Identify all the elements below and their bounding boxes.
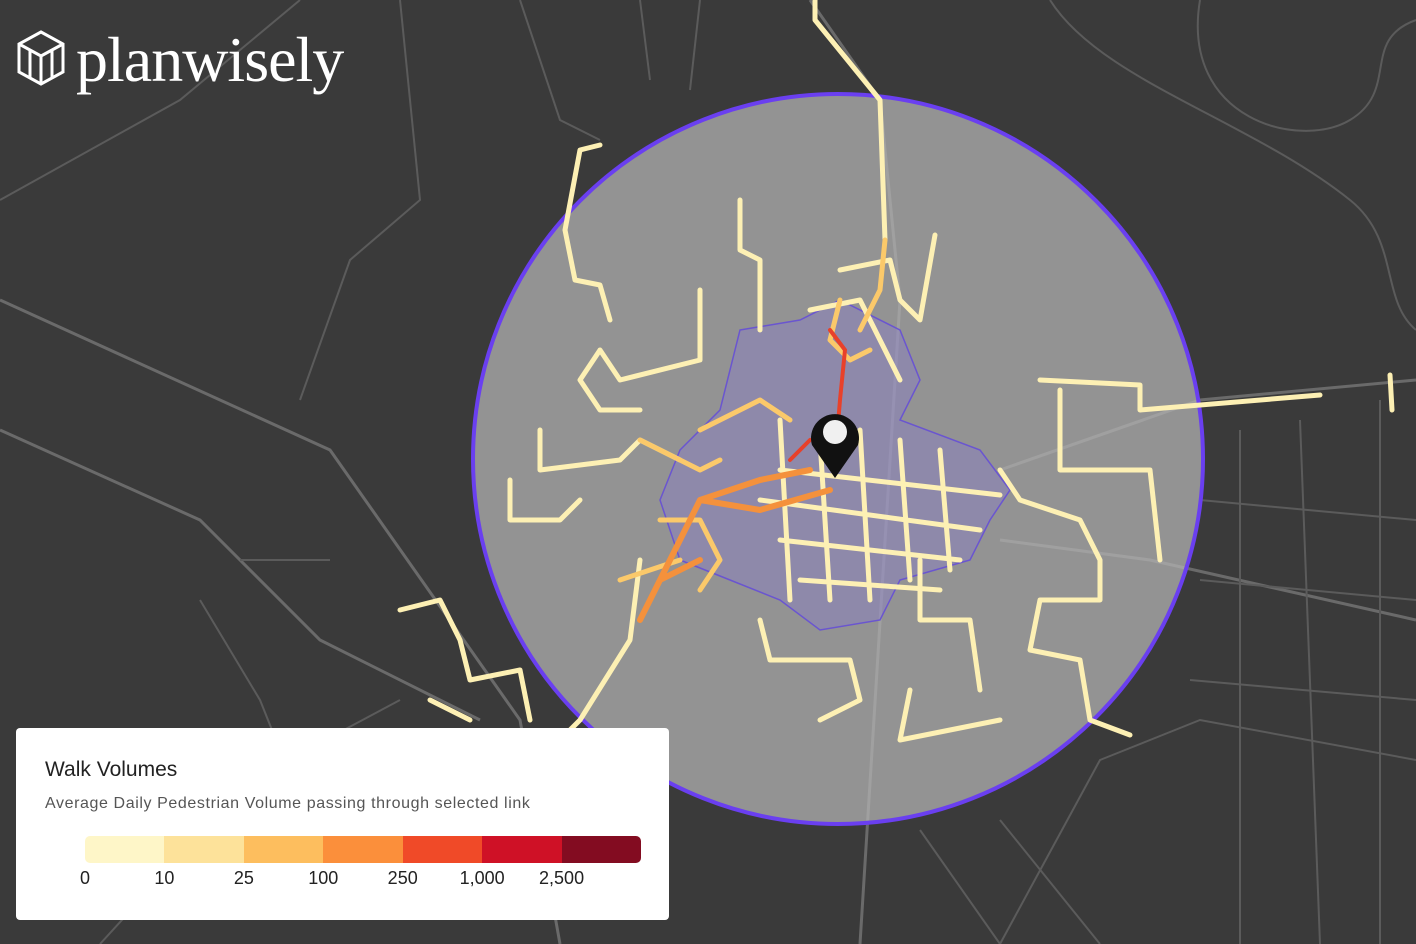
legend-swatch (243, 836, 324, 863)
location-pin[interactable] (811, 414, 859, 478)
pin-marker[interactable] (811, 414, 859, 478)
road (0, 428, 481, 722)
walk-link (562, 0, 888, 323)
pin-center[interactable] (823, 420, 847, 444)
logo: planwisely (16, 24, 344, 95)
legend: Walk Volumes Average Daily Pedestrian Vo… (16, 728, 669, 920)
walk-network (397, 0, 1395, 743)
road (639, 0, 701, 91)
legend-swatch (323, 836, 403, 863)
legend-label: 25 (233, 868, 254, 888)
road (1196, 0, 1416, 132)
walk-link (757, 417, 1003, 603)
road (299, 0, 422, 401)
legend-subtitle: Average Daily Pedestrian Volume passing … (45, 795, 531, 812)
road (1049, 0, 1416, 331)
legend-swatch (482, 836, 562, 863)
road (919, 819, 1101, 944)
walk-link (997, 467, 1133, 738)
road (519, 0, 601, 141)
road (0, 0, 301, 201)
legend-label: 250 (387, 868, 418, 888)
road (1189, 499, 1416, 701)
legend-labels: 0 10 25 100 250 1,000 2,500 (80, 868, 641, 892)
legend-color-bar (85, 836, 641, 863)
walk-link (697, 237, 888, 433)
legend-label: 2,500 (539, 868, 585, 888)
legend-label: 10 (154, 868, 175, 888)
road (1239, 400, 1381, 944)
legend-label: 0 (79, 868, 91, 888)
logo-text: planwisely (76, 24, 344, 95)
road (999, 718, 1416, 944)
walk-link (637, 467, 833, 623)
legend-label: 100 (308, 868, 339, 888)
walk-link (1037, 372, 1395, 563)
legend-label: 1,000 (459, 868, 505, 888)
legend-swatch (85, 836, 165, 863)
legend-swatch (164, 836, 244, 863)
logo-shape (17, 30, 65, 86)
logo-icon (17, 30, 65, 86)
legend-swatch (402, 836, 483, 863)
walk-link (807, 232, 938, 383)
legend-title: Walk Volumes (45, 758, 178, 781)
walk-link (577, 197, 763, 413)
legend-swatch (561, 836, 641, 863)
